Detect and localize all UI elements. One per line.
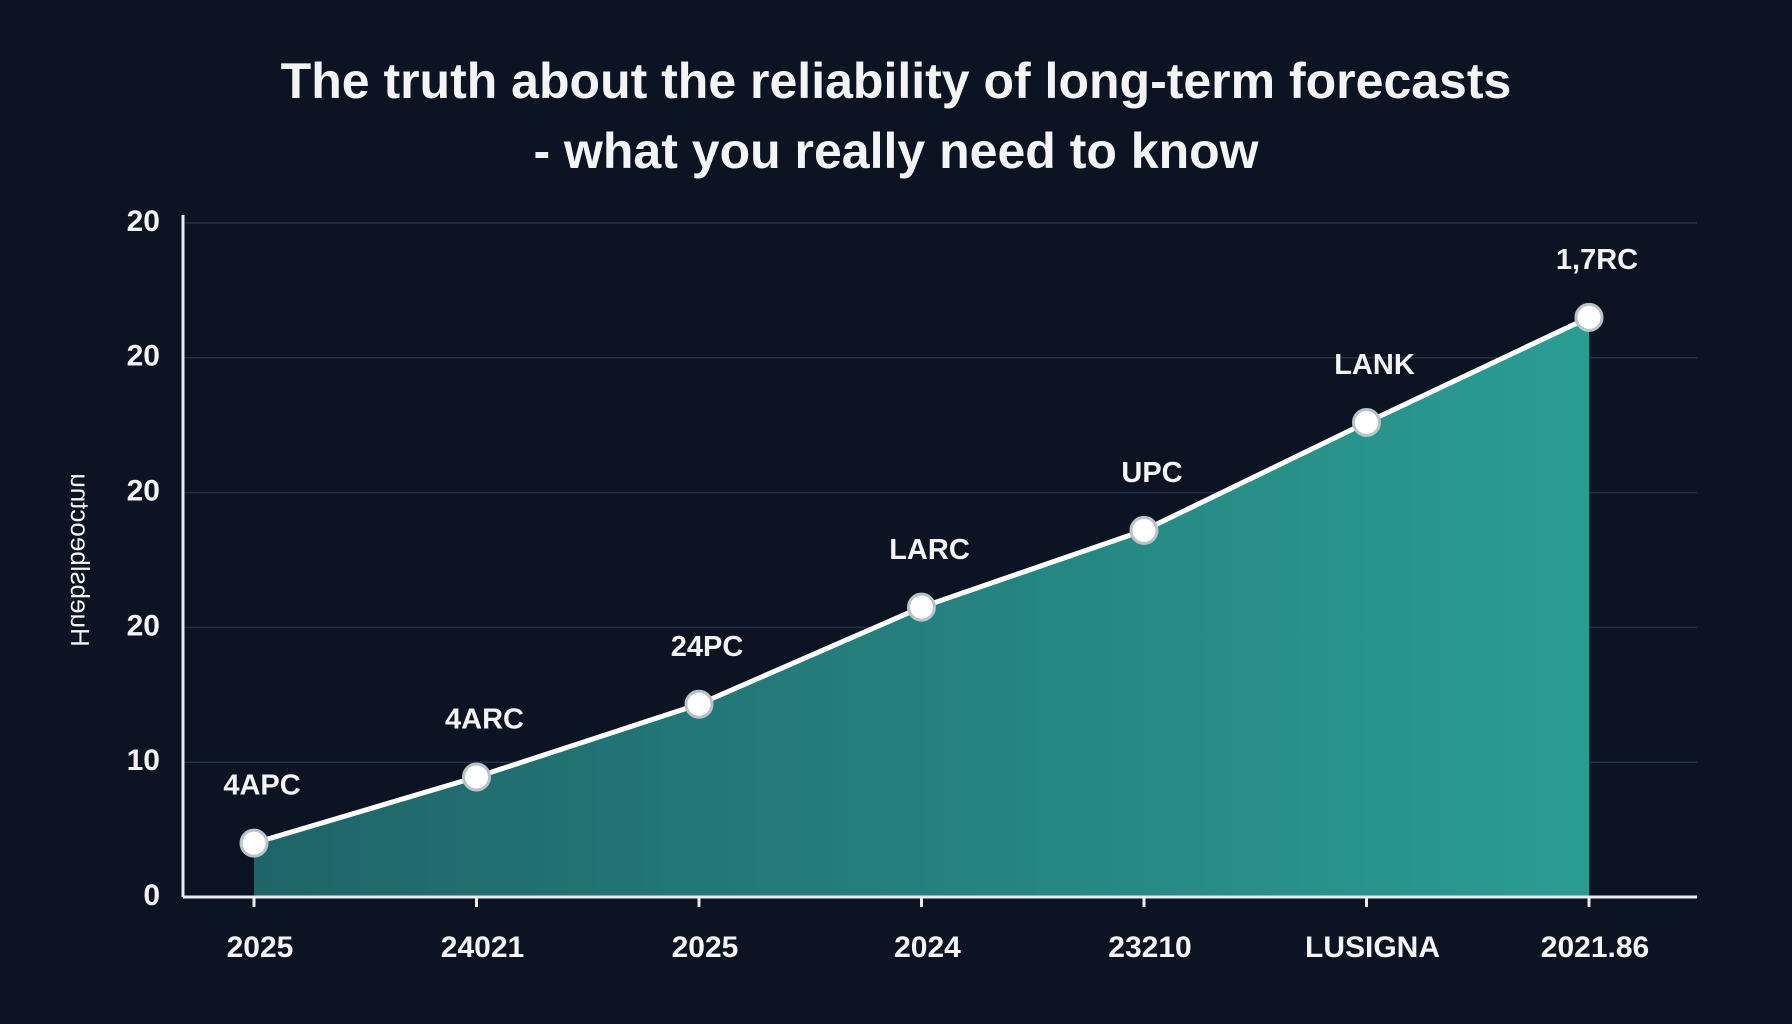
point-label: LARC (889, 534, 970, 566)
point (1352, 408, 1381, 438)
y-axis-label: Huebslbeoctnu (65, 473, 95, 646)
y-tick-label: 20 (127, 475, 160, 508)
x-tick-label: 2025 (227, 931, 294, 964)
point (462, 762, 491, 792)
y-tick-label: 20 (127, 609, 160, 642)
point (907, 592, 936, 622)
x-tick-label: 24021 (441, 931, 524, 964)
y-tick-label: 20 (127, 205, 160, 238)
x-tick-label: 2024 (894, 931, 961, 964)
chart-title: The truth about the reliability of long-… (281, 53, 1512, 109)
x-tick-label: 2021.86 (1541, 931, 1649, 964)
point-label: 1,7RC (1556, 244, 1638, 276)
point (1129, 515, 1159, 545)
x-tick-label: 2025 (672, 931, 739, 964)
point-label: 4APC (223, 770, 300, 802)
point-label: 4ARC (445, 704, 524, 736)
chart-subtitle: - what you really need to know (533, 123, 1258, 179)
point-label: 24PC (671, 631, 744, 663)
point-label: UPC (1121, 457, 1182, 489)
x-tick-label: LUSIGNA (1305, 931, 1440, 964)
point (684, 689, 714, 719)
y-tick-label: 10 (127, 744, 160, 777)
y-tick-label: 0 (143, 879, 160, 912)
y-tick-label: 20 (127, 340, 160, 373)
point (239, 828, 269, 858)
x-tick-label: 23210 (1108, 931, 1191, 964)
point-label: LANK (1334, 349, 1415, 381)
point (1574, 302, 1604, 332)
